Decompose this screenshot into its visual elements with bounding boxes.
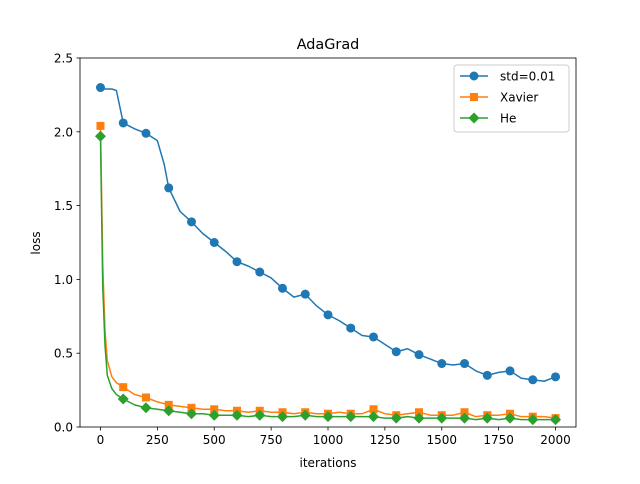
series-1-marker-point bbox=[141, 393, 150, 402]
legend-label-2: He bbox=[500, 112, 516, 126]
y-axis-label: loss bbox=[29, 231, 43, 254]
y-tick-label: 1.0 bbox=[54, 273, 73, 287]
x-tick-label: 500 bbox=[203, 433, 226, 447]
x-tick-label: 0 bbox=[97, 433, 105, 447]
series-2-marker-point bbox=[368, 411, 380, 423]
series-1-marker-point bbox=[369, 405, 378, 414]
x-tick-label: 750 bbox=[260, 433, 283, 447]
series-0-marker-point bbox=[551, 372, 561, 382]
x-axis-label: iterations bbox=[300, 456, 357, 470]
x-tick-label: 250 bbox=[146, 433, 169, 447]
series-1-marker-point bbox=[96, 121, 105, 130]
series-2-marker-point bbox=[208, 409, 220, 421]
x-tick-label: 1500 bbox=[426, 433, 457, 447]
series-0-marker-point bbox=[141, 128, 151, 138]
series-2-marker-point bbox=[436, 412, 448, 424]
series-0-marker-point bbox=[118, 118, 128, 128]
series-1-marker-point bbox=[415, 408, 424, 417]
series-0-marker-point bbox=[505, 366, 515, 376]
legend-marker-1 bbox=[470, 93, 478, 101]
axes: 0 250 500 750 1000 1250 1500 1750 2000 0.0 0.5 1.0 1… bbox=[54, 52, 577, 447]
series-2-marker-point bbox=[322, 411, 334, 423]
series-0-marker-point bbox=[300, 289, 310, 299]
series-0-marker-point bbox=[232, 257, 242, 267]
series-1-marker-point bbox=[164, 400, 173, 409]
series-2-marker-point bbox=[117, 393, 129, 405]
series-0-marker-point bbox=[95, 83, 105, 93]
y-tick-label: 1.5 bbox=[54, 199, 73, 213]
series-0-marker-point bbox=[391, 347, 401, 357]
series-0-marker-point bbox=[277, 283, 287, 293]
series-2-marker-point bbox=[185, 408, 197, 420]
chart-title: AdaGrad bbox=[297, 37, 360, 53]
series-1-marker-point bbox=[210, 405, 219, 414]
series-2-marker-point bbox=[413, 412, 425, 424]
series-0-marker-point bbox=[346, 323, 356, 333]
series-2-marker-point bbox=[481, 412, 493, 424]
x-tick-label: 1250 bbox=[370, 433, 401, 447]
legend-box bbox=[453, 64, 570, 133]
legend-label-1: Xavier bbox=[500, 91, 538, 105]
series-2-marker-point bbox=[254, 409, 266, 421]
series-0-marker-point bbox=[323, 310, 333, 320]
series-2-marker-point bbox=[390, 412, 402, 424]
series-2-marker-point bbox=[527, 414, 539, 426]
series-1-marker-point bbox=[460, 408, 469, 417]
legend-marker-0 bbox=[469, 71, 479, 81]
x-tick-label: 1000 bbox=[313, 433, 344, 447]
legend-label-0: std=0.01 bbox=[500, 70, 555, 84]
series-2-marker-point bbox=[504, 412, 516, 424]
series-2-marker-point bbox=[163, 405, 175, 417]
series-0-marker-point bbox=[482, 370, 492, 380]
series-2-marker-point bbox=[94, 130, 106, 142]
series-1-marker-point bbox=[119, 383, 128, 392]
series-line-0 bbox=[100, 86, 556, 382]
series-2-marker-point bbox=[140, 402, 152, 414]
series-2-marker-point bbox=[459, 412, 471, 424]
series-0-marker-point bbox=[414, 350, 424, 360]
y-tick-label: 2.5 bbox=[54, 52, 73, 66]
series-0-marker-point bbox=[255, 267, 265, 277]
series-0-marker-point bbox=[437, 359, 447, 369]
plot-area bbox=[94, 83, 562, 426]
series-2-marker-point bbox=[299, 409, 311, 421]
y-tick-label: 2.0 bbox=[54, 125, 73, 139]
series-0-marker-point bbox=[369, 332, 379, 342]
legend-marker-2 bbox=[468, 112, 480, 124]
x-tick-label: 1750 bbox=[483, 433, 514, 447]
series-2-marker-point bbox=[276, 411, 288, 423]
y-tick-label: 0.0 bbox=[54, 421, 73, 435]
series-2-marker-point bbox=[345, 411, 357, 423]
series-0-marker-point bbox=[528, 375, 538, 385]
series-0-marker-point bbox=[209, 238, 219, 247]
series-0-marker-point bbox=[164, 183, 174, 193]
series-2-marker-point bbox=[550, 414, 562, 426]
y-tick-label: 0.5 bbox=[54, 347, 73, 361]
series-0-marker-point bbox=[460, 359, 470, 369]
x-tick-label: 2000 bbox=[540, 433, 571, 447]
series-0-marker-point bbox=[186, 217, 196, 227]
legend: std=0.01 Xavier He bbox=[453, 64, 570, 133]
series-2-marker-point bbox=[231, 409, 243, 421]
series-1-marker-point bbox=[187, 403, 196, 412]
